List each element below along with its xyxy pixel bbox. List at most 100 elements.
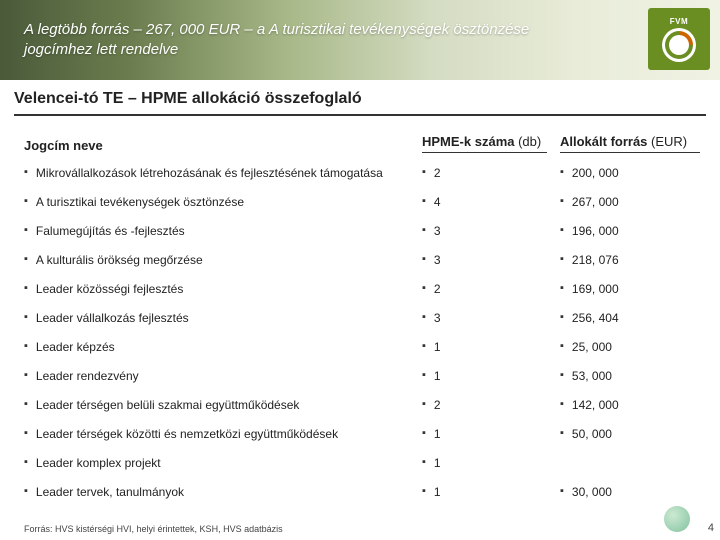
cell-amount-text: 196, 000 (572, 224, 619, 239)
bullet-icon: ▪ (422, 427, 426, 442)
bullet-icon: ▪ (24, 398, 28, 413)
cell-name: ▪ A turisztikai tevékenységek ösztönzése (24, 195, 422, 210)
cell-name-text: Leader rendezvény (36, 369, 139, 384)
page-number: 4 (708, 522, 714, 534)
footer-source: Forrás: HVS kistérségi HVI, helyi érinte… (24, 524, 283, 534)
cell-amount-text: 200, 000 (572, 166, 619, 181)
table-row: ▪ Leader képzés ▪ 1 ▪ 25, 000 (24, 333, 706, 362)
cell-name-text: Mikrovállalkozások létrehozásának és fej… (36, 166, 383, 181)
cell-amount: ▪ 53, 000 (560, 369, 706, 384)
bullet-icon: ▪ (422, 166, 426, 181)
table-header-row: Jogcím neve HPME-k száma (db) Allokált f… (24, 134, 706, 153)
bullet-icon: ▪ (560, 224, 564, 239)
cell-amount: ▪ 30, 000 (560, 485, 706, 500)
table-row: ▪ Mikrovállalkozások létrehozásának és fe… (24, 159, 706, 188)
cell-count: ▪3 (422, 253, 560, 268)
bullet-icon: ▪ (560, 369, 564, 384)
bullet-icon: ▪ (24, 456, 28, 471)
cell-amount-text: 53, 000 (572, 369, 612, 384)
table-row: ▪Leader közösségi fejlesztés▪2▪169, 000 (24, 275, 706, 304)
cell-count: ▪1 (422, 456, 560, 471)
cell-name: ▪ Leader komplex projekt (24, 456, 422, 471)
cell-amount-text: 25, 000 (572, 340, 612, 355)
bullet-icon: ▪ (422, 224, 426, 239)
bullet-icon: ▪ (24, 427, 28, 442)
cell-amount: ▪ 267, 000 (560, 195, 706, 210)
cell-count: ▪1 (422, 485, 560, 500)
cell-count: ▪2 (422, 166, 560, 181)
bullet-icon: ▪ (24, 224, 28, 239)
cell-amount-text: 30, 000 (572, 485, 612, 500)
cell-name-text: Leader képzés (36, 340, 115, 355)
cell-amount: ▪200, 000 (560, 166, 706, 181)
header-banner: A legtöbb forrás – 267, 000 EUR – a A tu… (0, 0, 720, 80)
cell-name-text: Leader komplex projekt (36, 456, 161, 471)
cell-count-text: 2 (434, 166, 441, 181)
table-row: ▪Falumegújítás és -fejlesztés▪3▪196, 000 (24, 217, 706, 246)
bullet-icon: ▪ (24, 340, 28, 355)
subtitle-bar: Velencei-tó TE – HPME allokáció összefog… (0, 80, 720, 122)
col-header-count-light: (db) (514, 134, 541, 149)
cell-amount-text: 142, 000 (572, 398, 619, 413)
cell-count: ▪2 (422, 398, 560, 413)
cell-amount: ▪50, 000 (560, 427, 706, 442)
table-row: ▪Leader térségen belüli szakmai együttmű… (24, 391, 706, 420)
footer-logo-icon (664, 506, 690, 532)
bullet-icon: ▪ (560, 398, 564, 413)
table-row: ▪Leader térségek közötti és nemzetközi e… (24, 420, 706, 449)
cell-count-text: 3 (434, 253, 441, 268)
cell-amount: ▪256, 404 (560, 311, 706, 326)
bullet-icon: ▪ (560, 195, 564, 210)
cell-count-text: 1 (434, 369, 441, 384)
bullet-icon: ▪ (560, 340, 564, 355)
bullet-icon: ▪ (24, 485, 28, 500)
bullet-icon: ▪ (422, 369, 426, 384)
header-title: A legtöbb forrás – 267, 000 EUR – a A tu… (24, 20, 584, 61)
cell-amount-text: 50, 000 (572, 427, 612, 442)
table-row: ▪Leader vállalkozás fejlesztés▪3▪256, 40… (24, 304, 706, 333)
bullet-icon: ▪ (422, 485, 426, 500)
header-logo-text: FVM (670, 17, 688, 26)
bullet-icon: ▪ (560, 485, 564, 500)
bullet-icon: ▪ (422, 311, 426, 326)
table-body: ▪ Mikrovállalkozások létrehozásának és fe… (24, 159, 706, 507)
cell-count-text: 1 (434, 456, 441, 471)
table-row: ▪Leader rendezvény▪1▪53, 000 (24, 362, 706, 391)
bullet-icon: ▪ (24, 195, 28, 210)
header-logo: FVM (648, 8, 710, 70)
cell-name-text: A turisztikai tevékenységek ösztönzése (36, 195, 244, 210)
bullet-icon: ▪ (24, 311, 28, 326)
bullet-icon: ▪ (422, 253, 426, 268)
col-header-amount-light: (EUR) (647, 134, 687, 149)
cell-name: ▪Leader térségek közötti és nemzetközi e… (24, 427, 422, 442)
table-row: ▪Leader tervek, tanulmányok▪1▪30, 000 (24, 478, 706, 507)
cell-count: ▪1 (422, 369, 560, 384)
cell-count: ▪2 (422, 282, 560, 297)
bullet-icon: ▪ (422, 340, 426, 355)
cell-name: ▪ Mikrovállalkozások létrehozásának és fe… (24, 166, 422, 181)
col-header-count-strong: HPME-k száma (422, 134, 514, 149)
cell-name: ▪Leader rendezvény (24, 369, 422, 384)
cell-name-text: Leader tervek, tanulmányok (36, 485, 184, 500)
cell-count: ▪3 (422, 311, 560, 326)
header-logo-icon (662, 28, 696, 62)
cell-amount-text: 267, 000 (572, 195, 619, 210)
bullet-icon: ▪ (422, 282, 426, 297)
table-row: ▪A kulturális örökség megőrzése▪3▪218, 0… (24, 246, 706, 275)
bullet-icon: ▪ (24, 282, 28, 297)
cell-count-text: 2 (434, 398, 441, 413)
bullet-icon: ▪ (560, 311, 564, 326)
cell-name: ▪ Leader képzés (24, 340, 422, 355)
slide-subtitle: Velencei-tó TE – HPME allokáció összefog… (14, 90, 706, 116)
cell-count-text: 1 (434, 340, 441, 355)
allocation-table: Jogcím neve HPME-k száma (db) Allokált f… (0, 122, 720, 507)
cell-name: ▪ Leader tervek, tanulmányok (24, 485, 422, 500)
bullet-icon: ▪ (24, 253, 28, 268)
bullet-icon: ▪ (422, 195, 426, 210)
cell-count-text: 2 (434, 282, 441, 297)
cell-count: ▪1 (422, 427, 560, 442)
cell-amount-text: 169, 000 (572, 282, 619, 297)
cell-count: ▪3 (422, 224, 560, 239)
cell-amount-text: 218, 076 (572, 253, 619, 268)
bullet-icon: ▪ (24, 166, 28, 181)
